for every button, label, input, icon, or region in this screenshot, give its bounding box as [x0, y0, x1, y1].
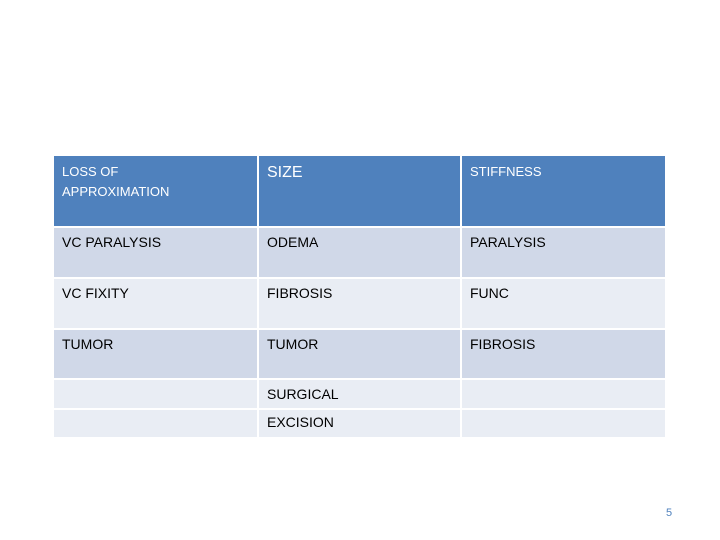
cell-text: TUMOR: [62, 336, 114, 352]
header-cell: SIZE: [259, 156, 460, 226]
cell-text: FIBROSIS: [470, 336, 536, 352]
cell-text: EXCISION: [267, 414, 334, 430]
cell: [54, 410, 257, 437]
cell: ODEMA: [259, 228, 460, 277]
cell: VC FIXITY: [54, 279, 257, 328]
header-text: STIFFNESS: [470, 164, 542, 179]
cell: FIBROSIS: [259, 279, 460, 328]
cell: TUMOR: [259, 330, 460, 378]
cell: VC PARALYSIS: [54, 228, 257, 277]
cell: TUMOR: [54, 330, 257, 378]
cell-text: ODEMA: [267, 234, 319, 250]
page-number: 5: [666, 507, 673, 519]
header-text: LOSS OF APPROXIMATION: [62, 164, 170, 199]
cell: [462, 410, 665, 437]
cell-text: FUNC: [470, 285, 509, 301]
cell-text: FIBROSIS: [267, 285, 333, 301]
cell: FIBROSIS: [462, 330, 665, 378]
cell-text: TUMOR: [267, 336, 319, 352]
header-cell: STIFFNESS: [462, 156, 665, 226]
cell-text: SURGICAL: [267, 386, 339, 402]
cell: [462, 380, 665, 408]
cell-text: VC FIXITY: [62, 285, 129, 301]
header-text: SIZE: [267, 164, 303, 181]
cell: EXCISION: [259, 410, 460, 437]
cell-text: VC PARALYSIS: [62, 234, 162, 250]
cell: FUNC: [462, 279, 665, 328]
cell: SURGICAL: [259, 380, 460, 408]
cell: PARALYSIS: [462, 228, 665, 277]
cell-text: PARALYSIS: [470, 234, 546, 250]
header-cell: LOSS OF APPROXIMATION: [54, 156, 257, 226]
cell: [54, 380, 257, 408]
